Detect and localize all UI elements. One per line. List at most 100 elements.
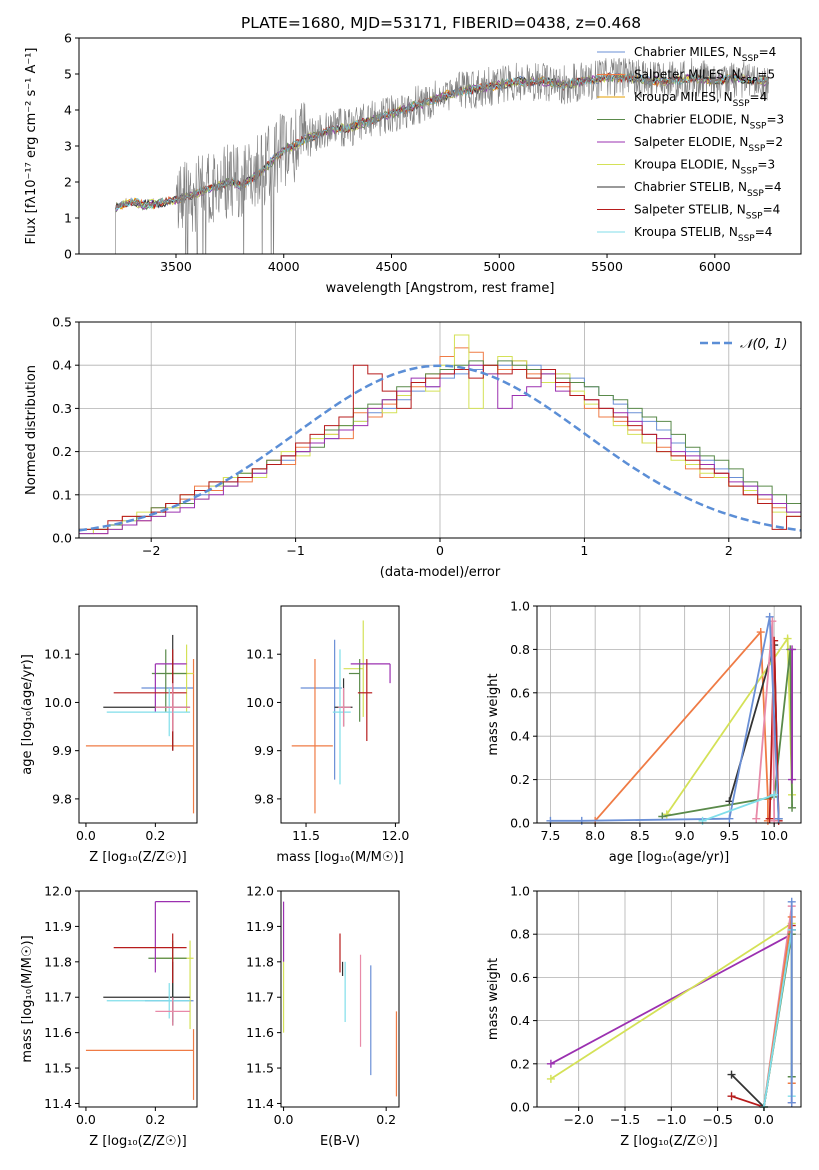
y-tick-label: 0.2 xyxy=(510,772,530,787)
y-tick-label: 0.2 xyxy=(510,1056,530,1071)
y-tick-label: 9.8 xyxy=(254,791,274,806)
x-tick-label: 8.0 xyxy=(585,828,605,843)
y-tick-label: 0.4 xyxy=(52,358,72,373)
x-tick-label: 0 xyxy=(436,543,444,558)
weight-marker xyxy=(765,612,774,621)
panel-massweight-vs-age: 7.5 8.0 8.5 9.0 9.5 10.0 0.0 0.2 0.4 0.6 0.8 1.0 age… xyxy=(486,599,802,865)
y-tick-label: 5 xyxy=(64,67,72,82)
legend-label: Kroupa ELODIE, NSSP=3 xyxy=(634,158,775,177)
weight-line xyxy=(731,925,793,1109)
weight-marker xyxy=(546,1074,555,1083)
y-tick-label: 0.4 xyxy=(510,1013,530,1028)
data-spectrum-line xyxy=(115,58,769,254)
y-tick-label: 0.0 xyxy=(510,1100,530,1115)
y-tick-label: 11.7 xyxy=(44,990,72,1005)
x-tick-label: −1.5 xyxy=(610,1112,640,1127)
plot-area-age-vs-Z xyxy=(85,634,195,814)
y-tick-label: 11.5 xyxy=(44,1061,72,1076)
x-tick-label: 0.0 xyxy=(754,1112,774,1127)
y-tick-label: 11.9 xyxy=(44,919,72,934)
x-tick-label: 7.5 xyxy=(540,828,560,843)
plot-area-mass-vs-EBV xyxy=(282,901,398,1097)
panel-spectrum: 3500 4000 4500 5000 5500 6000 0 1 2 3 4 5 6 wavelengt… xyxy=(24,31,802,296)
y-tick-label: 11.8 xyxy=(44,954,72,969)
panel-mass-vs-Z: 0.0 0.2 11.4 11.5 11.6 11.7 11.8 11.9 12.0 Z [log… xyxy=(20,884,198,1149)
panel-massweight-vs-Z: −2.0 −1.5 −1.0 −0.5 0.0 0.0 0.2 0.4 0.6 0.8 1.0 Z [… xyxy=(486,884,802,1149)
legend-label: Salpeter STELIB, NSSP=4 xyxy=(634,203,780,222)
weight-marker xyxy=(577,816,586,825)
x-tick-label: 8.5 xyxy=(630,828,650,843)
x-tick-label: 0.2 xyxy=(376,1112,396,1127)
weight-marker xyxy=(765,814,774,823)
y-axis-label: Flux [fλ10⁻¹⁷ erg cm⁻² s⁻¹ A⁻¹] xyxy=(24,48,39,245)
y-tick-label: 0 xyxy=(64,247,72,262)
y-tick-label: 3 xyxy=(64,139,72,154)
y-tick-label: 11.6 xyxy=(246,1025,274,1040)
y-tick-label: 0.1 xyxy=(52,487,72,502)
y-axis-label: mass [log₁₀(M/M☉)] xyxy=(20,935,35,1062)
x-tick-label: 0.0 xyxy=(76,1112,96,1127)
legend-label: 𝒩(0, 1) xyxy=(740,337,787,352)
y-tick-label: 1.0 xyxy=(510,599,530,614)
x-tick-label: 3500 xyxy=(160,259,192,274)
y-tick-label: 2 xyxy=(64,175,72,190)
x-tick-label: 0.2 xyxy=(145,1112,165,1127)
panel-age-vs-Z: 0.0 0.2 9.8 9.9 10.0 10.1 Z [log₁₀(Z/Z☉)] age [… xyxy=(20,605,198,865)
x-tick-label: 10.0 xyxy=(760,828,788,843)
axes-frame xyxy=(78,890,198,1108)
x-tick-label: 9.5 xyxy=(719,828,739,843)
y-tick-label: 11.5 xyxy=(246,1061,274,1076)
x-tick-label: −1.0 xyxy=(656,1112,686,1127)
weight-marker xyxy=(662,810,671,819)
legend-label: Kroupa MILES, NSSP=4 xyxy=(634,90,767,109)
plot-area-massweight-vs-age xyxy=(546,612,797,825)
weight-line xyxy=(550,922,793,1080)
y-tick-label: 9.9 xyxy=(254,743,274,758)
weight-marker xyxy=(756,628,765,637)
legend: Chabrier MILES, NSSP=4 Salpeter MILES, NS… xyxy=(597,45,784,244)
legend-label: Salpeter MILES, NSSP=5 xyxy=(634,68,775,87)
y-tick-label: 11.4 xyxy=(246,1096,274,1111)
x-tick-label: 0.0 xyxy=(274,1112,294,1127)
y-axis-label: Normed distribution xyxy=(24,365,39,495)
y-tick-label: 12.0 xyxy=(44,884,72,899)
y-axis-label: age [log₁₀(age/yr)] xyxy=(20,654,35,775)
weight-line xyxy=(763,929,793,1108)
y-tick-label: 0.2 xyxy=(52,444,72,459)
weight-marker xyxy=(770,790,779,799)
x-axis-label: Z [log₁₀(Z/Z☉)] xyxy=(89,850,186,865)
y-tick-label: 0.0 xyxy=(510,816,530,831)
weight-marker xyxy=(783,634,792,643)
x-axis-label: (data-model)/error xyxy=(380,565,501,580)
x-tick-label: 4500 xyxy=(376,259,408,274)
x-tick-label: −0.5 xyxy=(702,1112,732,1127)
y-tick-label: 4 xyxy=(64,103,72,118)
weight-marker xyxy=(725,814,734,823)
weight-marker xyxy=(787,897,796,906)
x-axis-label: E(B-V) xyxy=(320,1134,360,1149)
weight-line xyxy=(550,933,793,1065)
y-tick-label: 12.0 xyxy=(246,884,274,899)
y-tick-label: 6 xyxy=(64,31,72,46)
x-tick-label: 6000 xyxy=(699,259,731,274)
weight-marker xyxy=(787,1098,796,1107)
x-tick-label: 4000 xyxy=(268,259,300,274)
x-tick-label: 0.0 xyxy=(76,828,96,843)
histogram-step xyxy=(78,364,801,538)
weight-marker xyxy=(774,814,783,823)
y-tick-label: 0.0 xyxy=(52,531,72,546)
weight-marker xyxy=(727,1092,736,1101)
axes-frame xyxy=(280,605,400,824)
x-tick-label: −2 xyxy=(142,543,160,558)
plot-area-spectrum xyxy=(115,58,770,254)
x-tick-label: 0.2 xyxy=(145,828,165,843)
y-tick-label: 11.4 xyxy=(44,1096,72,1111)
panel-age-vs-mass: 11.5 12.0 9.8 9.9 10.0 10.1 mass [log₁₀(M/M☉)] xyxy=(246,605,409,865)
panel-residuals: −2 −1 0 1 2 0.0 0.1 0.2 0.3 0.4 0.5 (data-model)/er… xyxy=(24,315,802,580)
x-axis-label: Z [log₁₀(Z/Z☉)] xyxy=(89,1134,186,1149)
plot-area-residuals xyxy=(78,334,802,538)
legend-label: Salpeter ELODIE, NSSP=2 xyxy=(634,135,783,154)
x-tick-label: 5500 xyxy=(591,259,623,274)
x-axis-label: mass [log₁₀(M/M☉)] xyxy=(276,850,403,865)
